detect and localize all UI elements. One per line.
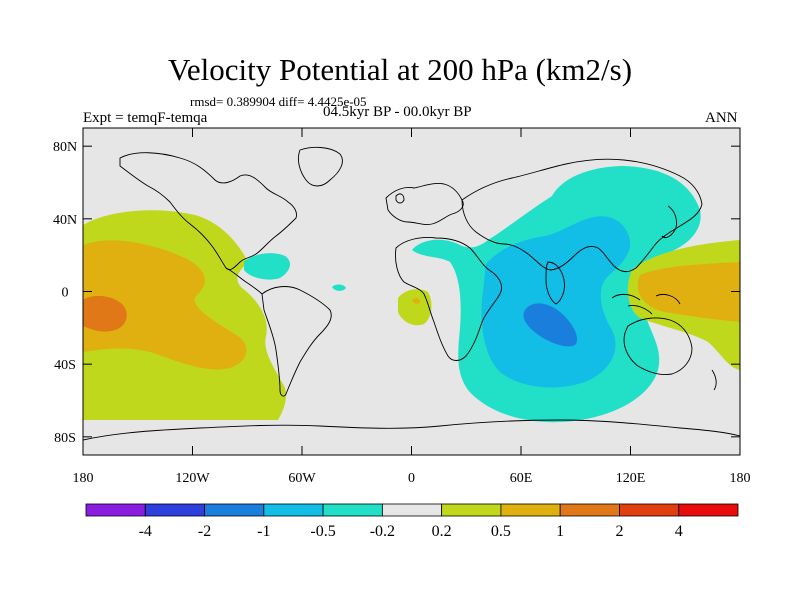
contour-atlantic-negative-spot [332,284,346,291]
europe-outline [385,183,464,225]
colorbar-label: -0.5 [310,523,335,540]
contour-caribbean-negative [244,253,291,280]
contour-west-africa-core [412,298,420,304]
lon-tick-label: 60W [288,471,316,486]
chart-title: Velocity Potential at 200 hPa (km2/s) [167,52,633,87]
colorbar-label: -4 [139,523,152,540]
maritime-continent-outline [611,293,681,315]
india-outline [545,261,565,305]
antarctica-outline [83,419,740,441]
colorbar-swatch-10 [678,503,739,517]
lat-tick-label: 40N [53,213,77,228]
lon-tick-label: 180 [73,471,94,486]
central-america-outline [225,267,263,295]
contour-central-pacific-max [83,295,127,332]
south-america-outline [261,286,332,397]
colorbar-swatch-0 [85,503,146,517]
colorbar-swatch-6 [441,503,502,517]
colorbar-label: 2 [615,523,623,540]
experiment-label: Expt = temqF-temqa [83,110,208,126]
lat-tick-label: 40S [54,358,76,373]
contour-indian-ocean-core [481,216,631,388]
japan-outline [661,205,677,239]
rmsd-diff-stats: rmsd= 0.389904 diff= 4.4425e-05 [190,94,367,109]
north-america-outline [119,152,297,271]
colorbar-swatch-7 [500,503,561,517]
contour-west-africa-positive [398,289,432,326]
contour-fills [83,166,740,423]
colorbar-label: 4 [675,523,683,540]
colorbar-swatch-4 [322,503,383,517]
lon-tick-label: 120E [616,471,646,486]
contour-indian-ocean-min [523,303,578,347]
longitude-axis: 180 120W 60W 0 60E 120E 180 [73,128,751,486]
colorbar-label: -2 [198,523,211,540]
season-label: ANN [705,110,738,126]
colorbar-label: 0.2 [432,523,452,540]
lat-tick-label: 0 [62,286,69,301]
contour-east-pacific-core [83,240,247,370]
colorbar-swatch-5 [381,503,443,517]
contour-west-pacific-core [637,262,740,322]
colorbar-label: 1 [556,523,564,540]
greenland-outline [297,146,343,187]
colorbar-label: 0.5 [491,523,511,540]
lon-tick-label: 0 [408,471,415,486]
colorbar-swatch-3 [263,503,324,517]
colorbar-swatch-2 [204,503,265,517]
lat-tick-label: 80N [53,140,77,155]
period-label: 04.5kyr BP - 00.0kyr BP [323,104,472,120]
lon-tick-label: 120W [175,471,210,486]
uk-outline [395,193,405,204]
australia-outline [623,317,693,375]
colorbar: -4 -2 -1 -0.5 -0.2 0.2 0.5 1 2 4 [85,503,739,540]
asia-outline [461,158,703,273]
colorbar-swatch-1 [144,503,205,517]
lat-tick-label: 80S [54,431,76,446]
continent-outlines [83,146,740,441]
lon-tick-label: 60E [510,471,533,486]
colorbar-swatch-9 [619,503,680,517]
colorbar-swatch-8 [559,503,620,517]
colorbar-label: -1 [257,523,270,540]
new-zealand-outline [711,369,717,391]
colorbar-label: -0.2 [370,523,395,540]
africa-outline [395,237,503,361]
lon-tick-label: 180 [730,471,751,486]
contour-atlantic-positive [203,258,228,277]
latitude-axis: 80N 40N 0 40S 80S [53,140,740,446]
